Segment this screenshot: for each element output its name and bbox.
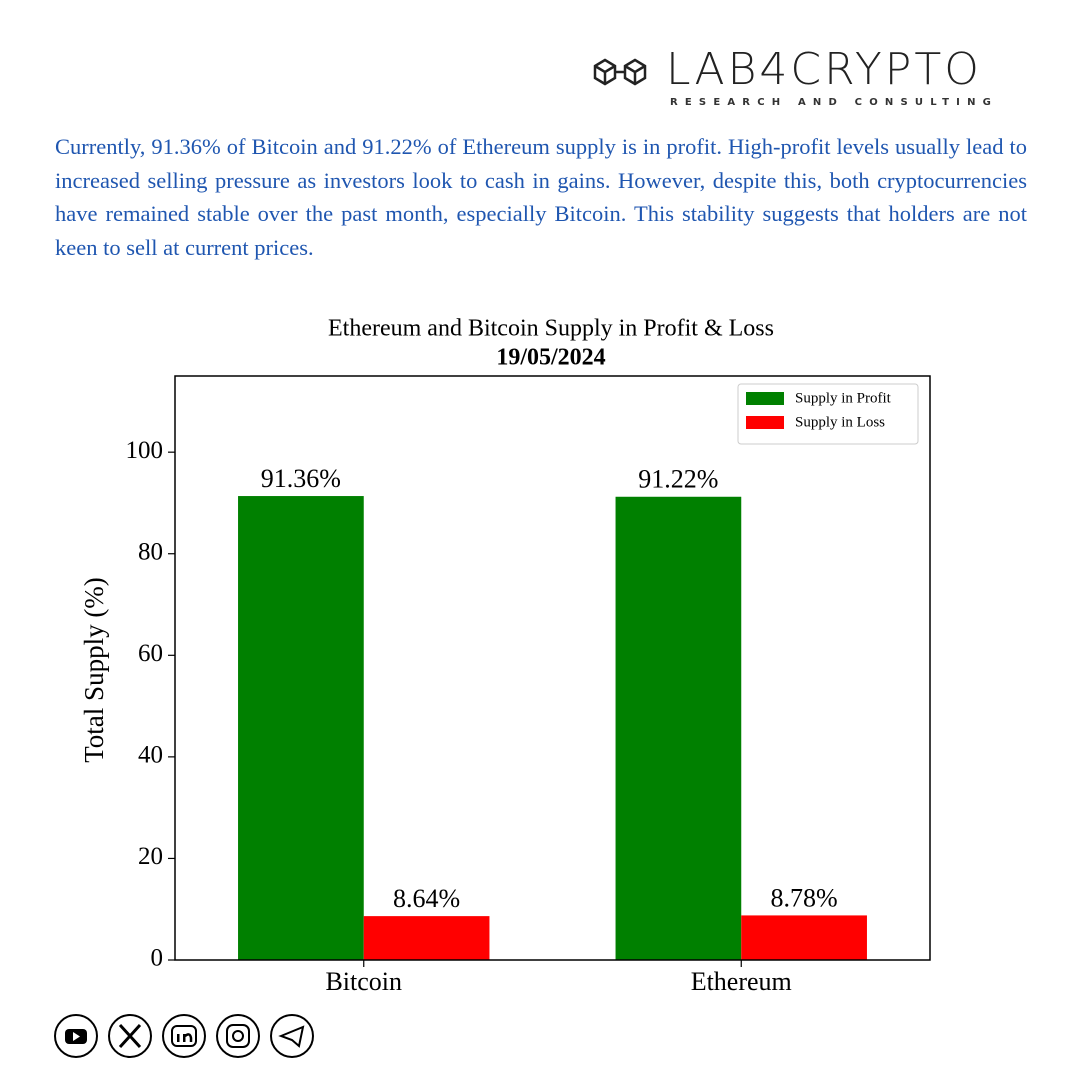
brand: LAB4CRYPTO (666, 44, 982, 95)
legend-swatch (746, 392, 784, 405)
value-label: 8.78% (771, 883, 838, 912)
value-label: 91.36% (261, 464, 341, 493)
y-tick-label: 40 (138, 742, 163, 769)
y-tick-label: 20 (138, 843, 163, 870)
logo-icon (593, 58, 647, 86)
y-tick-label: 60 (138, 640, 163, 667)
bar (238, 496, 364, 960)
x-icon[interactable] (108, 1014, 152, 1058)
chart-title: Ethereum and Bitcoin Supply in Profit & … (328, 316, 774, 342)
x-tick-label: Ethereum (691, 967, 792, 996)
y-axis-label: Total Supply (%) (79, 577, 109, 763)
bar (741, 915, 867, 960)
y-tick-label: 80 (138, 538, 163, 565)
legend-label: Supply in Profit (795, 390, 892, 406)
value-label: 91.22% (638, 465, 718, 494)
value-label: 8.64% (393, 884, 460, 913)
y-tick-label: 100 (126, 437, 164, 464)
social-icons (54, 1014, 314, 1058)
description: Currently, 91.36% of Bitcoin and 91.22% … (55, 134, 1027, 260)
bar (363, 916, 490, 960)
linkedin-icon[interactable] (162, 1014, 206, 1058)
legend-label: Supply in Loss (795, 414, 885, 430)
plot-frame (174, 375, 931, 961)
y-tick-label: 0 (151, 945, 164, 972)
x-tick-label: Bitcoin (325, 967, 402, 996)
chart-subtitle: 19/05/2024 (496, 345, 605, 371)
youtube-icon[interactable] (54, 1014, 98, 1058)
tagline: RESEARCH AND CONSULTING (670, 97, 998, 108)
chart: Ethereum and Bitcoin Supply in Profit & … (79, 316, 931, 996)
bar (615, 496, 742, 960)
logo: LAB4CRYPTO RESEARCH AND CONSULTING (593, 44, 998, 108)
instagram-icon[interactable] (216, 1014, 260, 1058)
telegram-icon[interactable] (270, 1014, 314, 1058)
legend-swatch (746, 416, 784, 429)
